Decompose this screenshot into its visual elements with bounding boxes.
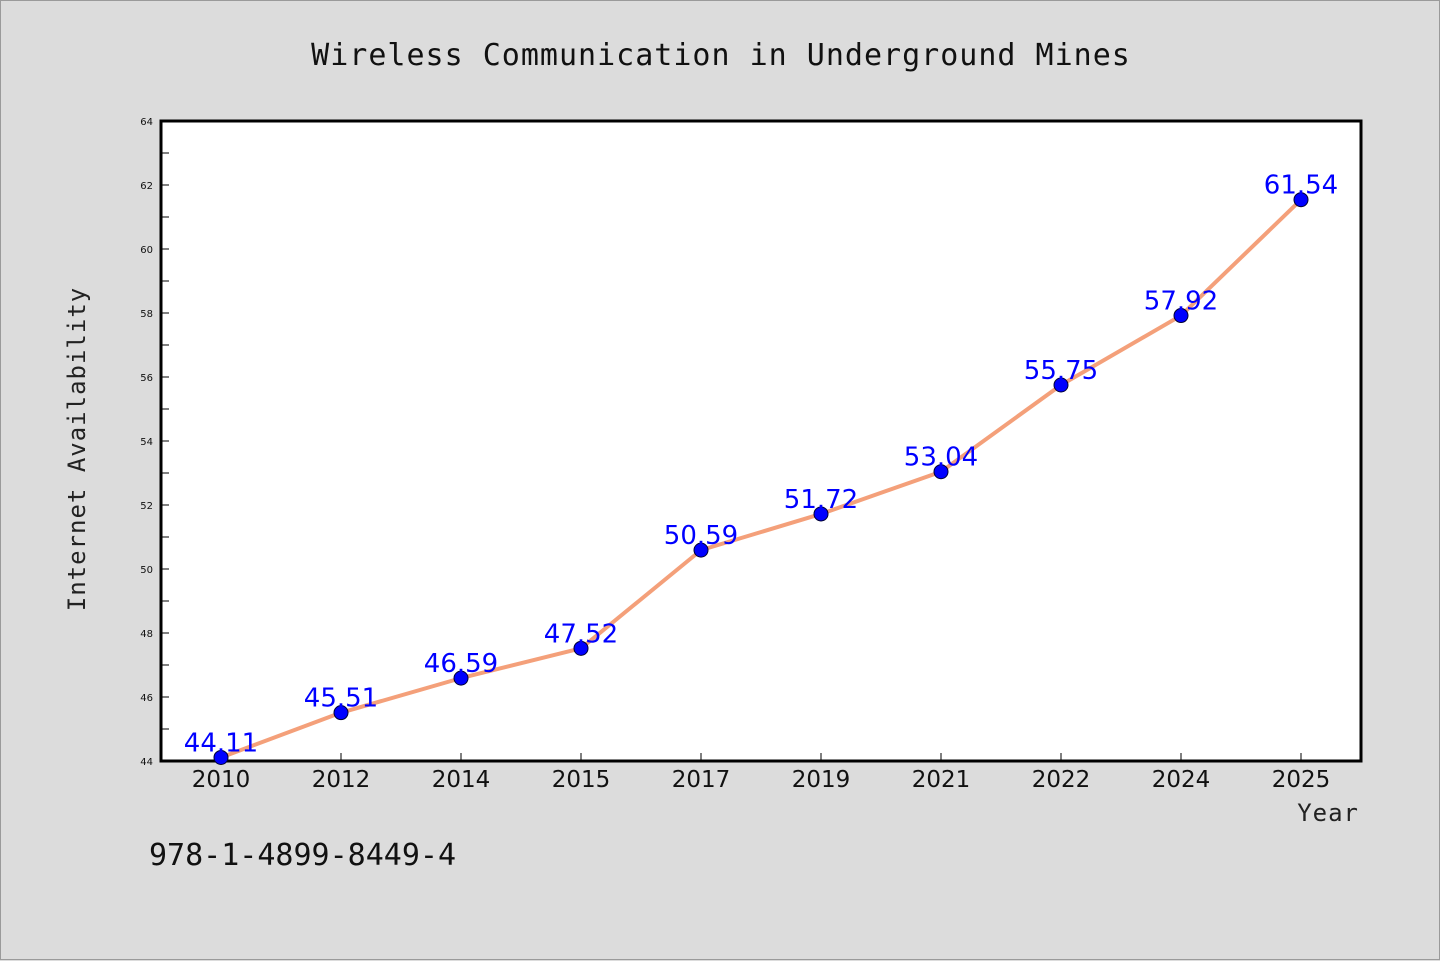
y-axis: 44 46 48 50 52 54 56 58 60 62 64 xyxy=(140,117,169,768)
data-label: 51.72 xyxy=(784,485,858,515)
x-tick-label: 2017 xyxy=(672,767,731,793)
data-label: 45.51 xyxy=(304,684,378,714)
y-tick-label: 46 xyxy=(140,693,153,704)
data-label-layer: 44.11 45.51 46.59 47.52 50.59 51.72 53.04 55.75… xyxy=(184,171,1338,759)
data-label: 50.59 xyxy=(664,521,738,551)
data-point xyxy=(333,705,349,721)
footnote-isbn: 978-1-4899-8449-4 xyxy=(149,838,456,873)
data-point xyxy=(1293,192,1309,208)
y-tick-label: 44 xyxy=(140,757,153,768)
data-point xyxy=(813,506,829,522)
data-point xyxy=(1173,308,1189,324)
x-tick-label: 2022 xyxy=(1032,767,1091,793)
data-label: 44.11 xyxy=(184,728,258,758)
y-tick-label: 50 xyxy=(140,565,153,576)
x-tick-label: 2021 xyxy=(912,767,971,793)
data-point xyxy=(453,670,469,686)
data-label: 61.54 xyxy=(1264,171,1338,201)
data-point xyxy=(693,542,709,558)
data-label: 53.04 xyxy=(904,443,978,473)
y-tick-label: 48 xyxy=(140,629,153,640)
data-label: 47.52 xyxy=(544,619,618,649)
y-tick-label: 64 xyxy=(140,117,153,128)
plot-area xyxy=(159,119,1363,763)
x-tick-label: 2014 xyxy=(432,767,491,793)
data-point xyxy=(1053,377,1069,393)
data-point xyxy=(573,640,589,656)
series-layer xyxy=(213,192,1309,765)
x-tick-label: 2019 xyxy=(792,767,851,793)
x-tick-label: 2010 xyxy=(192,767,251,793)
data-point xyxy=(213,749,229,765)
x-tick-label: 2015 xyxy=(552,767,611,793)
y-tick-label: 58 xyxy=(140,309,153,320)
x-tick-label: 2012 xyxy=(312,767,371,793)
x-axis: 2010 2012 2014 2015 2017 2019 2021 2022 2024 2025 xyxy=(192,753,1331,793)
series-line xyxy=(219,197,1303,760)
y-tick-label: 62 xyxy=(140,181,153,192)
x-axis-label: Year xyxy=(1297,799,1359,827)
chart-title: Wireless Communication in Underground Mi… xyxy=(311,38,1131,73)
y-tick-label: 60 xyxy=(140,245,153,256)
x-tick-label: 2025 xyxy=(1272,767,1331,793)
x-tick-label: 2024 xyxy=(1152,767,1211,793)
data-point xyxy=(933,464,949,480)
data-label: 55.75 xyxy=(1024,356,1098,386)
y-tick-label: 52 xyxy=(140,501,153,512)
y-tick-label: 56 xyxy=(140,373,153,384)
y-tick-label: 54 xyxy=(140,437,153,448)
data-label: 46.59 xyxy=(424,649,498,679)
y-axis-label: Internet Availability xyxy=(63,287,91,611)
data-label: 57.92 xyxy=(1144,287,1218,317)
